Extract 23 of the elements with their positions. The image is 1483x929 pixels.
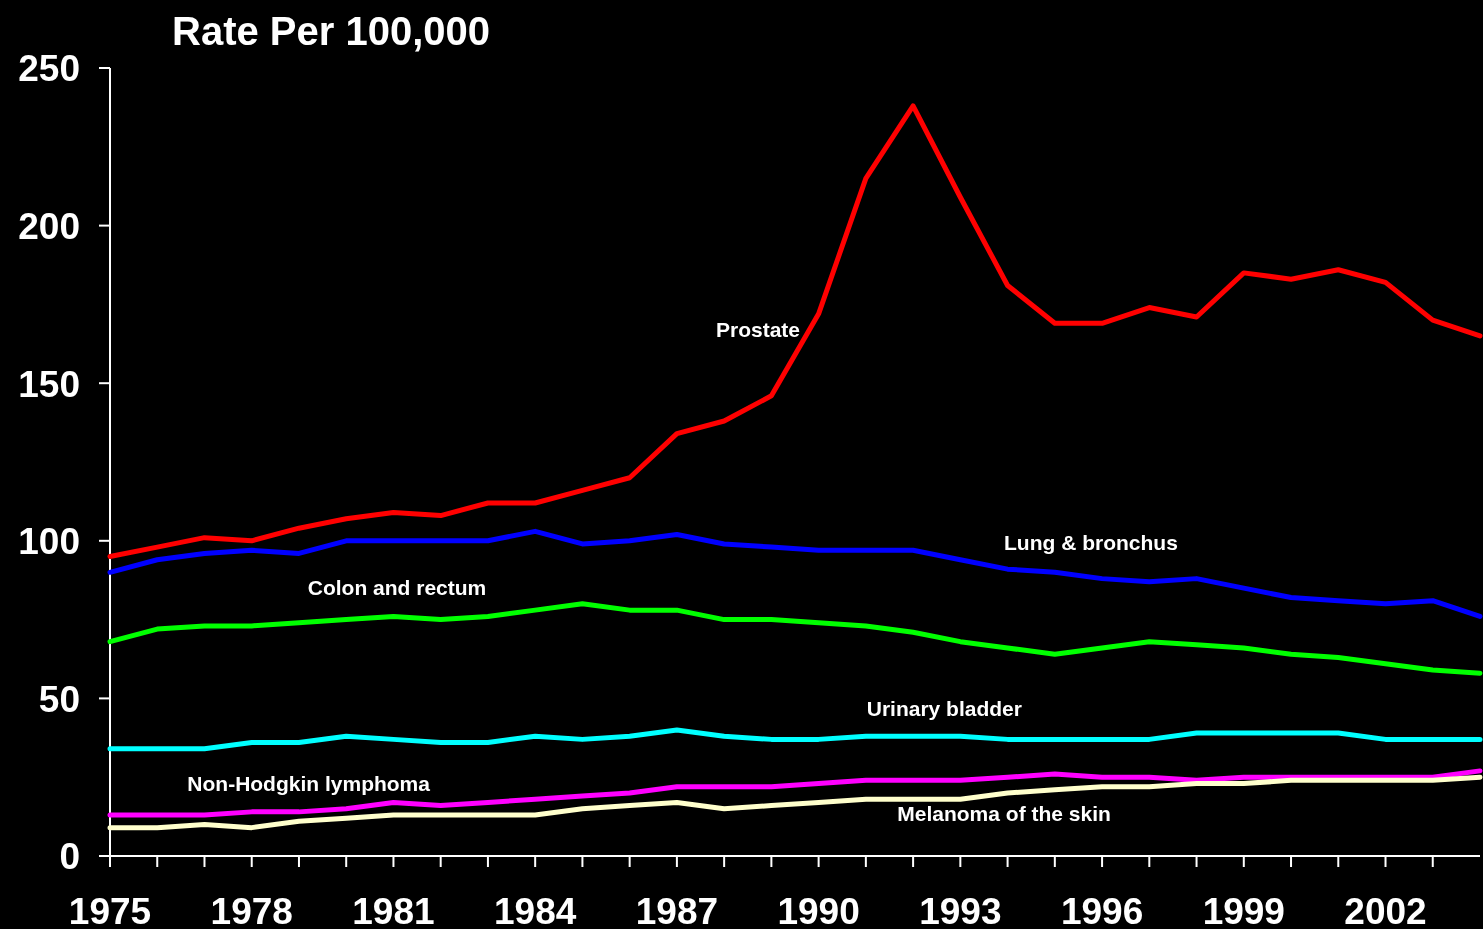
x-tick-label: 1993: [919, 891, 1002, 929]
series-label: Urinary bladder: [866, 696, 1022, 720]
series-label: Melanoma of the skin: [897, 801, 1111, 825]
y-tick-label: 250: [18, 48, 80, 90]
y-tick-label: 200: [18, 205, 80, 247]
x-tick-label: 1978: [210, 891, 293, 929]
x-tick-label: 1990: [777, 891, 860, 929]
y-tick-label: 50: [38, 678, 80, 720]
y-axis-title: Rate Per 100,000: [172, 9, 491, 53]
series-label: Non-Hodgkin lymphoma: [187, 771, 431, 795]
y-tick-label: 150: [18, 363, 80, 405]
x-tick-label: 1996: [1060, 891, 1144, 929]
x-tick-label: 1984: [494, 891, 577, 929]
y-tick-label: 0: [59, 836, 80, 878]
x-tick-label: 1981: [352, 891, 435, 929]
x-tick-label: 1999: [1202, 891, 1285, 929]
x-tick-label: 1987: [635, 891, 719, 929]
x-tick-label: 1975: [68, 891, 152, 929]
x-tick-label: 2002: [1344, 891, 1427, 929]
series-label: Colon and rectum: [307, 576, 487, 600]
series-label: Lung & bronchus: [1004, 531, 1178, 555]
series-label: Prostate: [715, 318, 801, 342]
y-tick-label: 100: [18, 521, 80, 563]
